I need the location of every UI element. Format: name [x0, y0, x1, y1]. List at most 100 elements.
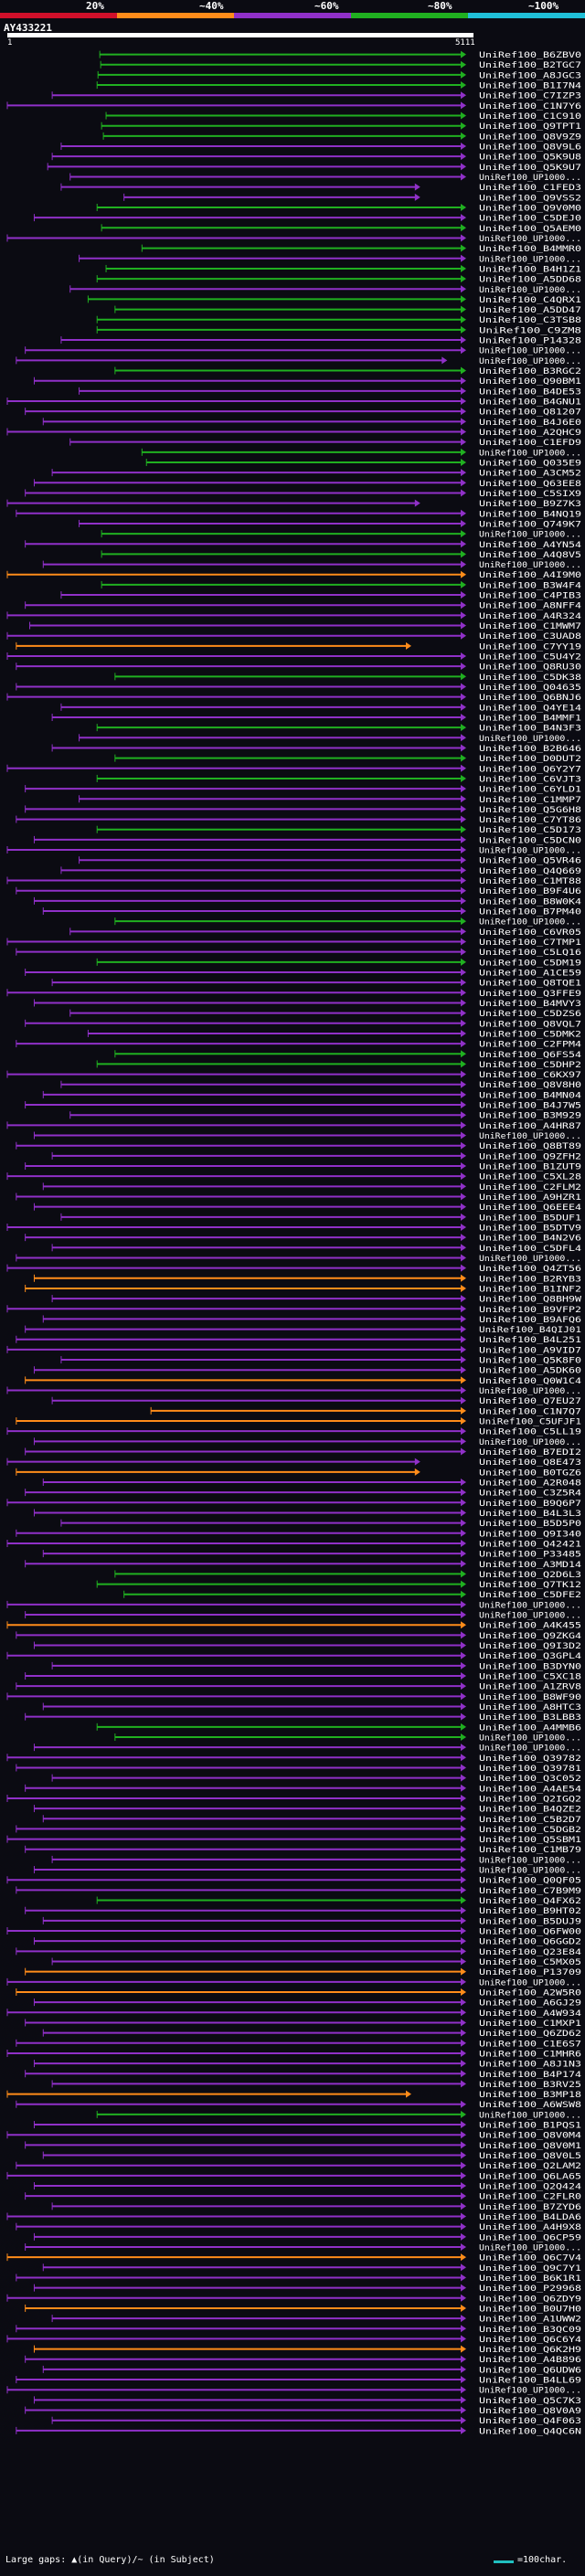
hit-label[interactable]: UniRef100_UP1000...: [479, 235, 581, 244]
hit-row[interactable]: UniRef100_UP1000...: [79, 734, 581, 744]
hit-row[interactable]: UniRef100_C1EFD9: [69, 438, 581, 449]
hit-label[interactable]: UniRef100_B3RGC2: [479, 367, 581, 376]
hit-label[interactable]: UniRef100_Q8V8H0: [479, 1081, 581, 1090]
hit-label[interactable]: UniRef100_C5DHP2: [479, 1061, 581, 1070]
hit-label[interactable]: UniRef100_B7ZYD6: [479, 2203, 581, 2212]
hit-label[interactable]: UniRef100_B9Z7K3: [479, 500, 581, 509]
hit-row[interactable]: UniRef100_B2RYB3: [33, 1274, 581, 1285]
hit-label[interactable]: UniRef100_Q5VR46: [479, 857, 581, 866]
hit-label[interactable]: UniRef100_Q2Q424: [479, 2183, 581, 2192]
hit-row[interactable]: UniRef100_UP1000...: [6, 2386, 581, 2396]
hit-row[interactable]: UniRef100_B6ZBV0: [99, 50, 581, 61]
hit-row[interactable]: UniRef100_UP1000...: [6, 234, 581, 244]
hit-row[interactable]: UniRef100_C2FLM2: [42, 1182, 581, 1193]
hit-label[interactable]: UniRef100_UP1000...: [479, 357, 581, 366]
hit-label[interactable]: UniRef100_C5LQ16: [479, 949, 581, 958]
hit-row[interactable]: UniRef100_A4MMB6: [96, 1723, 581, 1733]
hit-label[interactable]: UniRef100_Q6Y2Y7: [479, 765, 581, 774]
hit-row[interactable]: UniRef100_A2W5R0: [16, 1988, 581, 1998]
hit-label[interactable]: UniRef100_UP1000...: [479, 1744, 581, 1754]
hit-label[interactable]: UniRef100_B2RYB3: [479, 1275, 581, 1284]
hit-label[interactable]: UniRef100_A1CE59: [479, 969, 581, 978]
hit-label[interactable]: UniRef100_A3MD14: [479, 1561, 581, 1570]
hit-label[interactable]: UniRef100_Q8BT89: [479, 1142, 581, 1151]
hit-row[interactable]: UniRef100_B9Q6P7: [6, 1499, 581, 1509]
hit-row[interactable]: UniRef100_A8NFF4: [25, 601, 581, 611]
hit-row[interactable]: UniRef100_Q04635: [16, 683, 581, 694]
hit-row[interactable]: UniRef100_UP1000...: [25, 2242, 581, 2253]
hit-row[interactable]: UniRef100_Q63EE8: [33, 479, 581, 489]
hit-row[interactable]: UniRef100_B4L3L3: [33, 1509, 581, 1519]
hit-row[interactable]: UniRef100_Q8BT89: [16, 1141, 581, 1152]
hit-label[interactable]: UniRef100_A4MMB6: [479, 1723, 581, 1733]
hit-row[interactable]: UniRef100_A1UWW2: [51, 2315, 581, 2325]
hit-label[interactable]: UniRef100_B4J6E0: [479, 419, 581, 428]
hit-label[interactable]: UniRef100_C3TSB8: [479, 316, 581, 325]
hit-label[interactable]: UniRef100_Q9V0M0: [479, 204, 581, 213]
hit-row[interactable]: UniRef100_A3MD14: [25, 1560, 581, 1570]
hit-label[interactable]: UniRef100_Q3GPL4: [479, 1652, 581, 1661]
hit-label[interactable]: UniRef100_B9VFP2: [479, 1306, 581, 1315]
hit-row[interactable]: UniRef100_Q2D6L3: [114, 1570, 581, 1580]
hit-row[interactable]: UniRef100_Q8E473: [6, 1458, 581, 1468]
hit-label[interactable]: UniRef100_B5D5P0: [479, 1520, 581, 1529]
hit-label[interactable]: UniRef100_A9VID7: [479, 1346, 581, 1355]
hit-label[interactable]: UniRef100_Q9VSS2: [479, 194, 581, 203]
hit-label[interactable]: UniRef100_Q6LA65: [479, 2172, 581, 2181]
hit-label[interactable]: UniRef100_C1FED3: [479, 184, 581, 193]
hit-label[interactable]: UniRef100_C5U4Y2: [479, 653, 581, 663]
hit-label[interactable]: UniRef100_Q6BNJ6: [479, 694, 581, 703]
hit-label[interactable]: UniRef100_A4Q8V5: [479, 551, 581, 560]
hit-row[interactable]: UniRef100_UP1000...: [33, 1744, 581, 1754]
hit-label[interactable]: UniRef100_Q4Q669: [479, 867, 581, 876]
hit-label[interactable]: UniRef100_B2B646: [479, 745, 581, 754]
hit-label[interactable]: UniRef100_C9ZM8: [479, 326, 581, 335]
hit-row[interactable]: UniRef100_C5DMK2: [87, 1029, 581, 1040]
hit-label[interactable]: UniRef100_C2FLR0: [479, 2193, 581, 2202]
hit-row[interactable]: UniRef100_UP1000...: [101, 530, 581, 540]
hit-label[interactable]: UniRef100_C1MHR6: [479, 2050, 581, 2059]
hit-row[interactable]: UniRef100_B5DUF1: [60, 1213, 581, 1224]
hit-label[interactable]: UniRef100_Q8VQL7: [479, 1020, 581, 1029]
hit-row[interactable]: UniRef100_Q8V9L6: [60, 143, 581, 153]
hit-row[interactable]: UniRef100_C7YT86: [16, 815, 581, 826]
hit-row[interactable]: UniRef100_C9ZM8: [96, 325, 581, 336]
hit-row[interactable]: UniRef100_C7IZP3: [51, 91, 581, 101]
hit-row[interactable]: UniRef100_B4MMF1: [51, 713, 581, 724]
hit-row[interactable]: UniRef100_B4QZE2: [33, 1805, 581, 1815]
hit-label[interactable]: UniRef100_Q9ZKG4: [479, 1632, 581, 1641]
hit-label[interactable]: UniRef100_B1I7N4: [479, 82, 581, 91]
hit-label[interactable]: UniRef100_A4AE54: [479, 1785, 581, 1794]
hit-row[interactable]: UniRef100_C7YY19: [16, 641, 581, 652]
hit-label[interactable]: UniRef100_C1N7Y6: [479, 102, 581, 111]
hit-row[interactable]: UniRef100_UP1000...: [51, 1855, 581, 1866]
hit-row[interactable]: UniRef100_C3Z5R4: [25, 1489, 581, 1499]
hit-label[interactable]: UniRef100_C1MXP1: [479, 2019, 581, 2029]
hit-row[interactable]: UniRef100_B4LL69: [16, 2376, 581, 2386]
hit-label[interactable]: UniRef100_C2FLM2: [479, 1183, 581, 1193]
hit-label[interactable]: UniRef100_Q6C6Y4: [479, 2336, 581, 2345]
hit-label[interactable]: UniRef100_A6WSW8: [479, 2101, 581, 2110]
hit-row[interactable]: UniRef100_UP1000...: [6, 1600, 581, 1611]
hit-row[interactable]: UniRef100_A4B896: [25, 2355, 581, 2366]
hit-row[interactable]: UniRef100_A4K455: [6, 1621, 581, 1631]
hit-label[interactable]: UniRef100_B4MMR0: [479, 245, 581, 254]
hit-row[interactable]: UniRef100_Q4F063: [51, 2416, 581, 2427]
hit-label[interactable]: UniRef100_Q9I340: [479, 1530, 581, 1539]
hit-label[interactable]: UniRef100_UP1000...: [479, 255, 581, 264]
hit-label[interactable]: UniRef100_A2QHC9: [479, 429, 581, 438]
hit-row[interactable]: UniRef100_A4HR87: [6, 1121, 581, 1131]
hit-row[interactable]: UniRef100_C1MMP7: [79, 795, 581, 805]
hit-label[interactable]: UniRef100_Q5G6H8: [479, 806, 581, 815]
hit-row[interactable]: UniRef100_Q6LA65: [6, 2171, 581, 2182]
hit-row[interactable]: UniRef100_B3MP18: [6, 2090, 581, 2101]
hit-row[interactable]: UniRef100_B9Z7K3: [6, 499, 581, 510]
hit-row[interactable]: UniRef100_C1MWM7: [29, 621, 581, 632]
hit-row[interactable]: UniRef100_Q90BM1: [33, 376, 581, 387]
hit-label[interactable]: UniRef100_C5DFE2: [479, 1591, 581, 1600]
hit-row[interactable]: UniRef100_C1E6S7: [16, 2039, 581, 2050]
hit-label[interactable]: UniRef100_UP1000...: [479, 286, 581, 295]
hit-label[interactable]: UniRef100_Q9C7Y1: [479, 2264, 581, 2274]
hit-label[interactable]: UniRef100_UP1000...: [479, 174, 581, 183]
hit-label[interactable]: UniRef100_A2R048: [479, 1479, 581, 1488]
